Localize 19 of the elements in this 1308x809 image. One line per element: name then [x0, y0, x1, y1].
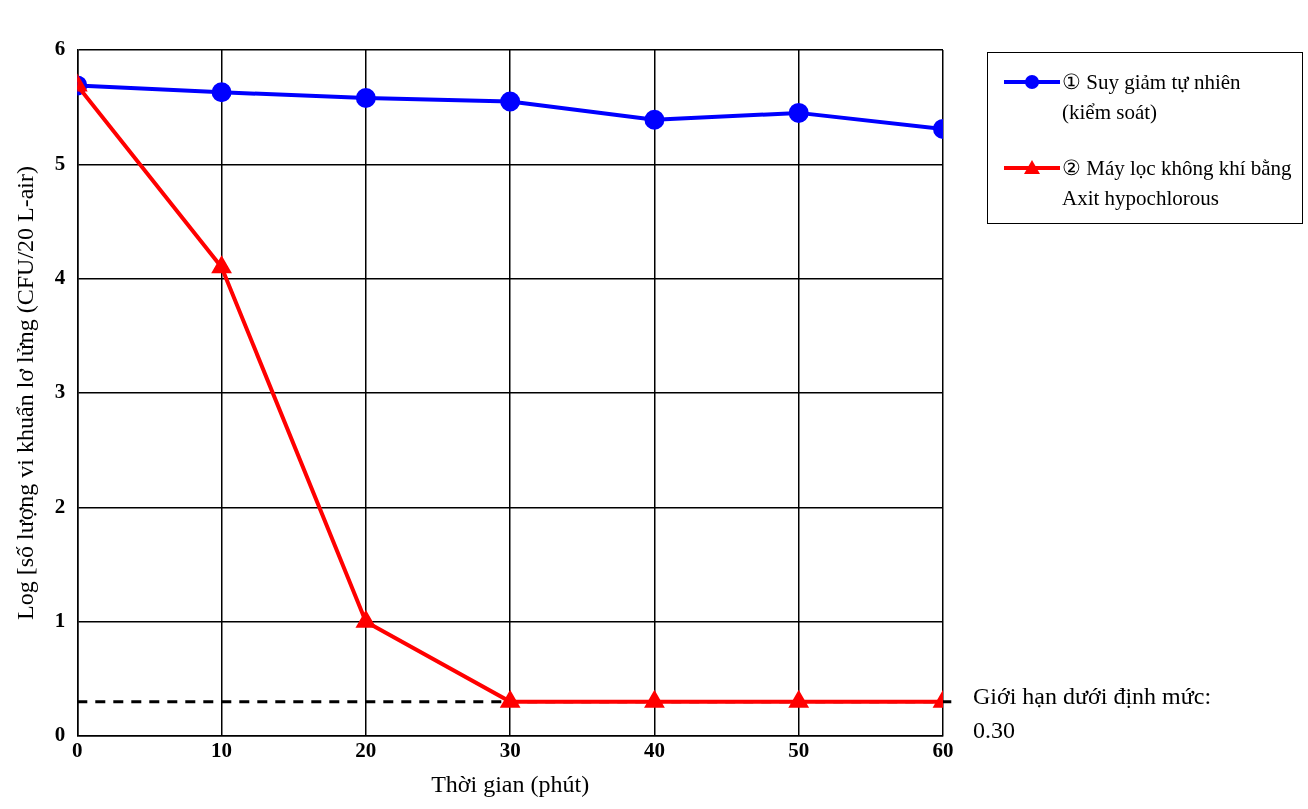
x-tick-label: 50 — [788, 738, 810, 763]
y-tick-label: 5 — [54, 150, 66, 175]
y-axis-title: Log [số lượng vi khuẩn lơ lửng (CFU/20 L-air) — [11, 165, 38, 621]
x-axis-title: Thời gian (phút) — [431, 770, 590, 797]
y-tick-label: 4 — [54, 265, 66, 290]
ref-line-label: Giới hạn dưới định mức: 0.30 — [973, 683, 1212, 743]
y-tick-label: 0 — [54, 722, 66, 747]
legend-label: ① Suy giảm tự nhiên (kiểm soát) — [1062, 69, 1242, 126]
x-tick-label: 10 — [211, 738, 233, 763]
x-tick-label: 20 — [355, 738, 377, 763]
legend-label: ② Máy lọc không khí bằng Axit hypochlorous — [1062, 155, 1292, 212]
x-tick-label: 60 — [932, 738, 954, 763]
x-tick-label: 30 — [499, 738, 521, 763]
y-tick-label: 3 — [54, 379, 66, 404]
x-tick-label: 40 — [643, 738, 665, 763]
y-tick-label: 2 — [54, 493, 66, 518]
y-tick-label: 1 — [54, 608, 66, 633]
x-tick-label: 0 — [72, 738, 83, 763]
y-tick-label: 6 — [54, 36, 66, 61]
